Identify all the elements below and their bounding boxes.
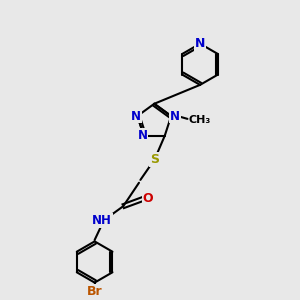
Text: N: N [195, 37, 205, 50]
Text: Br: Br [87, 285, 102, 298]
Text: N: N [131, 110, 141, 122]
Text: S: S [150, 153, 159, 166]
Text: O: O [142, 192, 153, 205]
Text: N: N [137, 129, 147, 142]
Text: CH₃: CH₃ [189, 115, 211, 125]
Text: N: N [169, 110, 180, 122]
Text: NH: NH [92, 214, 112, 227]
